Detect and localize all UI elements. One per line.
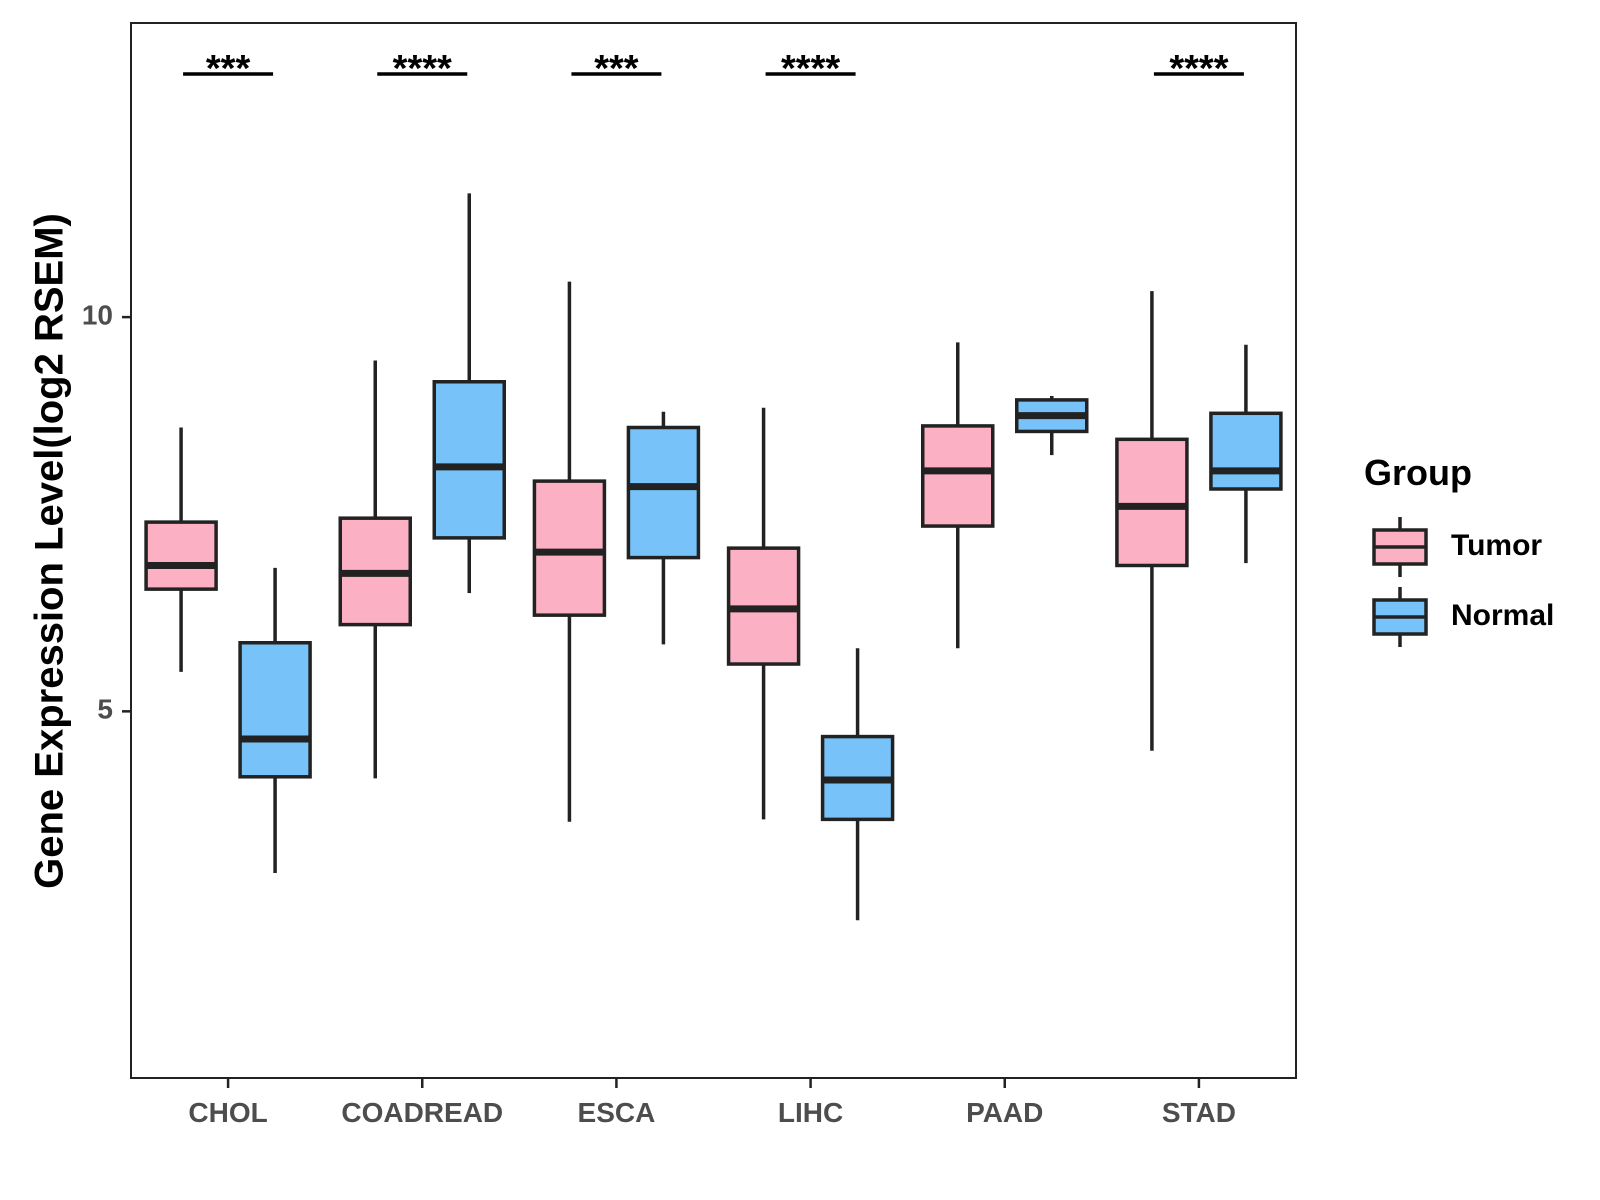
- x-tick-label: PAAD: [966, 1097, 1043, 1128]
- legend-label-normal: Normal: [1451, 599, 1554, 632]
- significance-coadread: ****: [377, 48, 468, 90]
- legend-item-normal: Normal: [1372, 587, 1554, 647]
- box-stad-tumor: [1115, 291, 1189, 751]
- box-chol-normal: [238, 567, 312, 873]
- significance-stad: ****: [1153, 48, 1244, 90]
- y-axis-title: Gene Expression Level(log2 RSEM): [28, 213, 72, 889]
- significance-label: ****: [393, 48, 452, 90]
- box-iqr: [238, 641, 312, 779]
- box-paad-normal: [1015, 395, 1089, 456]
- box-lihc-normal: [820, 648, 895, 921]
- box-iqr: [432, 380, 506, 540]
- x-tick-label: LIHC: [778, 1097, 843, 1128]
- significance-label: ***: [206, 48, 251, 90]
- box-esca-tumor: [532, 281, 607, 822]
- box-iqr: [532, 479, 607, 617]
- box-iqr: [626, 425, 701, 560]
- box-stad-normal: [1209, 344, 1283, 564]
- y-tick-label: 10: [82, 299, 113, 330]
- y-tick-label: 5: [97, 694, 113, 725]
- box-coadread-normal: [432, 193, 506, 594]
- y-axis: 5 10: [82, 299, 131, 725]
- box-esca-normal: [626, 411, 701, 645]
- box-iqr: [921, 424, 995, 528]
- box-lihc-tumor: [726, 407, 801, 820]
- box-paad-tumor: [921, 342, 995, 649]
- significance-label: ****: [781, 48, 840, 90]
- legend-key-normal: [1372, 587, 1428, 647]
- legend: Group Tumor Normal: [1364, 452, 1554, 647]
- box-coadread-tumor: [338, 360, 412, 779]
- legend-label-tumor: Tumor: [1451, 529, 1542, 562]
- box-iqr: [144, 520, 218, 591]
- significance-lihc: ****: [765, 48, 856, 90]
- significance-chol: ***: [183, 48, 274, 90]
- significance-label: ****: [1169, 48, 1228, 90]
- x-tick-label: CHOL: [188, 1097, 267, 1128]
- x-tick-label: STAD: [1162, 1097, 1236, 1128]
- legend-key-tumor: [1372, 517, 1428, 577]
- x-tick-label: COADREAD: [341, 1097, 503, 1128]
- x-axis: CHOL COADREAD ESCA LIHC PAAD STAD: [188, 1078, 1236, 1128]
- plot-content: *** **** *** **** ****: [144, 48, 1283, 921]
- significance-esca: ***: [571, 48, 662, 90]
- plot-panel-border: [130, 22, 1297, 1079]
- legend-title: Group: [1364, 452, 1472, 493]
- box-iqr: [1115, 437, 1189, 568]
- box-iqr: [1209, 411, 1283, 491]
- significance-label: ***: [594, 48, 639, 90]
- legend-item-tumor: Tumor: [1372, 517, 1542, 577]
- x-tick-label: ESCA: [578, 1097, 656, 1128]
- box-chol-tumor: [144, 427, 218, 672]
